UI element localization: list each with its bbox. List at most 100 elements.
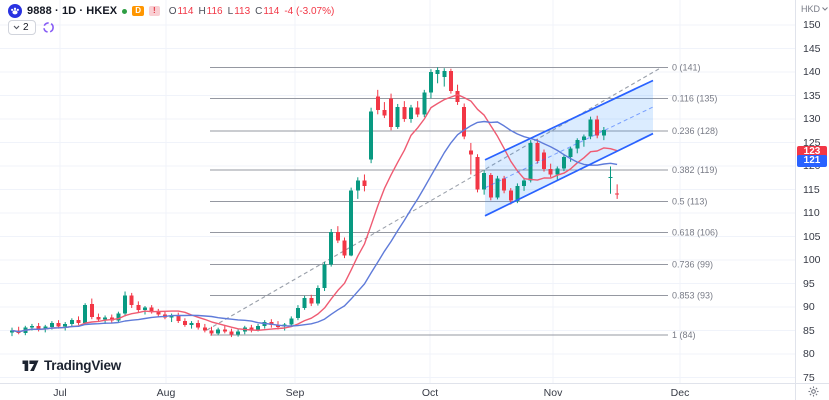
chart-legend-row2: 2 xyxy=(8,20,56,35)
fib-level: 1 (84) xyxy=(210,330,696,340)
candle xyxy=(216,327,221,336)
candle xyxy=(468,142,473,175)
ma-slow-price-tag: 121 xyxy=(797,155,827,168)
time-axis-label: Aug xyxy=(156,387,176,399)
candle xyxy=(608,166,613,194)
price-axis-label: 105 xyxy=(803,230,821,243)
candle xyxy=(508,188,513,205)
svg-text:0.736 (99): 0.736 (99) xyxy=(672,260,713,270)
candle xyxy=(495,175,500,200)
tradingview-logo[interactable]: TradingView xyxy=(22,358,121,373)
parallel-channel-fill xyxy=(485,80,653,216)
parallel-channel[interactable] xyxy=(484,79,654,217)
candle xyxy=(342,237,347,259)
time-scale[interactable]: Jul Aug Sep Oct Nov Dec xyxy=(0,383,829,400)
candle xyxy=(395,103,400,129)
svg-text:0.5 (113): 0.5 (113) xyxy=(672,196,707,206)
candle xyxy=(555,166,560,180)
candle xyxy=(302,295,307,310)
candle xyxy=(309,294,314,307)
fib-level: 0.116 (135) xyxy=(210,93,717,103)
candle xyxy=(322,261,327,292)
price-scale[interactable]: HKD 150145140135130125120115110105100959… xyxy=(795,0,829,384)
price-axis-label: 145 xyxy=(803,42,821,55)
price-axis-label: 140 xyxy=(803,66,821,78)
candle xyxy=(561,155,566,172)
candle xyxy=(528,140,533,183)
fib-level: 0.853 (93) xyxy=(210,291,713,301)
svg-text:0.853 (93): 0.853 (93) xyxy=(672,291,713,301)
candle xyxy=(89,298,94,320)
candle xyxy=(488,173,493,201)
object-tree-count-button[interactable]: 2 xyxy=(8,20,36,35)
candle xyxy=(182,318,187,327)
price-axis-label: 150 xyxy=(803,19,821,31)
low-label: L xyxy=(227,5,234,17)
time-axis-label: Jul xyxy=(53,387,67,399)
candle xyxy=(16,326,21,335)
candle xyxy=(581,134,586,147)
candle xyxy=(315,285,320,306)
chart-legend: 9888 · 1D · HKEX D ! O 114 H 116 L 113 C 114… xyxy=(8,4,334,18)
price-axis-label: 130 xyxy=(803,113,821,125)
delayed-data-badge[interactable]: D xyxy=(132,6,145,16)
price-axis-label: 85 xyxy=(803,324,815,337)
high-label: H xyxy=(198,5,206,17)
candle xyxy=(389,93,394,131)
candle xyxy=(369,107,374,164)
candle xyxy=(129,292,134,308)
time-axis-label: Sep xyxy=(285,387,305,399)
chart-canvas[interactable]: 0 (141) 0.116 (135) 0.236 (128) 0.382 (119)… xyxy=(0,0,795,383)
price-axis-label: 110 xyxy=(803,207,820,219)
candle xyxy=(382,102,387,119)
market-status-dot-icon xyxy=(122,8,128,14)
candle xyxy=(355,177,360,199)
open-value: 114 xyxy=(177,5,194,17)
candle xyxy=(482,170,487,195)
close-label: C xyxy=(255,5,263,17)
candle xyxy=(196,320,201,330)
change-value: -4 (-3.07%) xyxy=(284,5,335,17)
candle xyxy=(535,139,540,164)
candle xyxy=(375,89,380,115)
ma-slow-line[interactable] xyxy=(11,120,618,333)
candle xyxy=(295,305,300,321)
candle xyxy=(236,329,241,337)
symbol-title[interactable]: 9888 · 1D · HKEX xyxy=(27,5,118,17)
candle xyxy=(169,313,174,323)
candle xyxy=(442,68,447,87)
candle xyxy=(36,322,41,332)
price-axis-label: 80 xyxy=(803,348,815,360)
symbol-logo-icon[interactable] xyxy=(8,4,22,18)
candle xyxy=(362,174,367,192)
time-axis-label: Oct xyxy=(421,387,439,399)
price-axis-label: 125 xyxy=(803,136,821,149)
price-axis-label: 100 xyxy=(803,254,821,266)
ma-fast-line[interactable] xyxy=(11,93,618,333)
auto-sync-icon[interactable] xyxy=(42,21,56,35)
price-axis-label: 95 xyxy=(803,277,815,290)
svg-text:0.618 (106): 0.618 (106) xyxy=(672,228,718,238)
trendline[interactable] xyxy=(206,67,661,331)
price-axis-label: 115 xyxy=(803,183,820,196)
candle xyxy=(415,101,420,118)
candle xyxy=(176,312,181,323)
alert-badge[interactable]: ! xyxy=(149,6,160,16)
ma-fast-price-tag: 123 xyxy=(797,145,827,158)
candle xyxy=(575,138,580,154)
tradingview-mark-icon xyxy=(22,360,39,371)
svg-text:0.236 (128): 0.236 (128) xyxy=(672,126,718,136)
gear-icon[interactable] xyxy=(807,386,819,397)
candle xyxy=(156,308,161,318)
candle xyxy=(229,328,234,338)
candle xyxy=(83,303,88,325)
currency-dropdown[interactable]: HKD xyxy=(801,4,828,14)
candle xyxy=(335,226,340,244)
time-axis-label: Nov xyxy=(543,387,563,399)
candle xyxy=(475,154,480,193)
candle xyxy=(548,163,553,178)
candle xyxy=(143,306,147,315)
fib-level: 0.382 (119) xyxy=(210,165,717,175)
candle xyxy=(422,89,427,118)
candle xyxy=(329,228,334,267)
